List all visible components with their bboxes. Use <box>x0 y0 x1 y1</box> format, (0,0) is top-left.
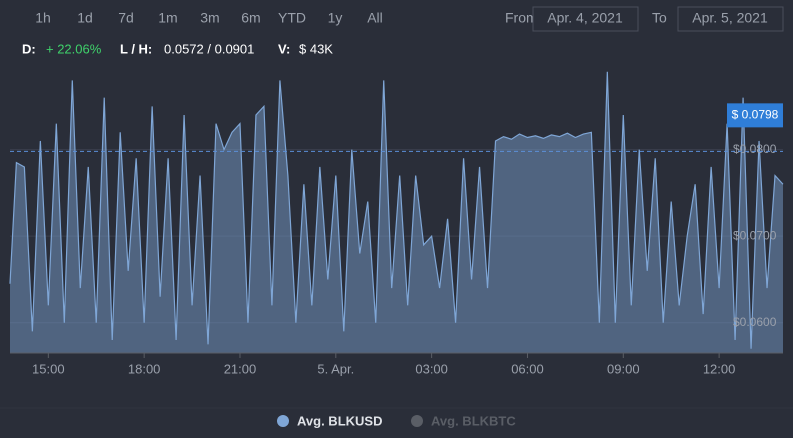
range-button[interactable]: 1y <box>328 10 343 26</box>
change-value: + 22.06% <box>46 41 102 56</box>
x-tick-label: 5. Apr. <box>317 361 354 376</box>
volume-label: V: <box>278 41 290 56</box>
range-button[interactable]: 1d <box>77 10 93 26</box>
to-date[interactable]: Apr. 5, 2021 <box>692 10 768 26</box>
legend-marker[interactable] <box>411 415 423 427</box>
current-value-label: $ 0.0798 <box>732 108 779 122</box>
from-input[interactable] <box>532 6 639 32</box>
low-high-value: 0.0572 / 0.0901 <box>164 41 254 56</box>
y-tick-label: $0.0600 <box>733 315 777 329</box>
x-tick-label: 12:00 <box>703 361 736 376</box>
to-input[interactable] <box>677 6 784 32</box>
to-label: To <box>652 10 667 26</box>
range-button[interactable]: 6m <box>241 10 260 26</box>
range-button[interactable]: 1h <box>35 10 51 26</box>
change-label: D: <box>22 41 36 56</box>
volume-value: $ 43K <box>299 41 333 56</box>
x-tick-label: 03:00 <box>415 361 448 376</box>
from-label: From <box>505 10 538 26</box>
range-button[interactable]: YTD <box>278 10 306 26</box>
range-selector: 1h 1d 7d 1m 3m 6m YTD 1y All <box>35 10 383 26</box>
legend-label[interactable]: Avg. BLKBTC <box>431 413 516 428</box>
range-button[interactable]: 7d <box>118 10 134 26</box>
from-date[interactable]: Apr. 4, 2021 <box>547 10 623 26</box>
x-tick-label: 18:00 <box>128 361 161 376</box>
legend-marker[interactable] <box>277 415 289 427</box>
range-button[interactable]: 3m <box>200 10 219 26</box>
area <box>10 71 783 353</box>
line <box>9 71 784 349</box>
x-tick-label: 06:00 <box>511 361 544 376</box>
current-value-box <box>727 103 783 128</box>
range-button[interactable]: All <box>367 10 383 26</box>
range-button[interactable]: 1m <box>158 10 177 26</box>
y-tick-label: $0.0800 <box>733 142 777 156</box>
x-tick-label: 09:00 <box>607 361 640 376</box>
legend-label[interactable]: Avg. BLKUSD <box>297 413 382 428</box>
x-tick-label: 15:00 <box>32 361 65 376</box>
low-high-label: L / H: <box>120 41 152 56</box>
x-tick-label: 21:00 <box>224 361 257 376</box>
y-tick-label: $0.0700 <box>733 228 777 242</box>
